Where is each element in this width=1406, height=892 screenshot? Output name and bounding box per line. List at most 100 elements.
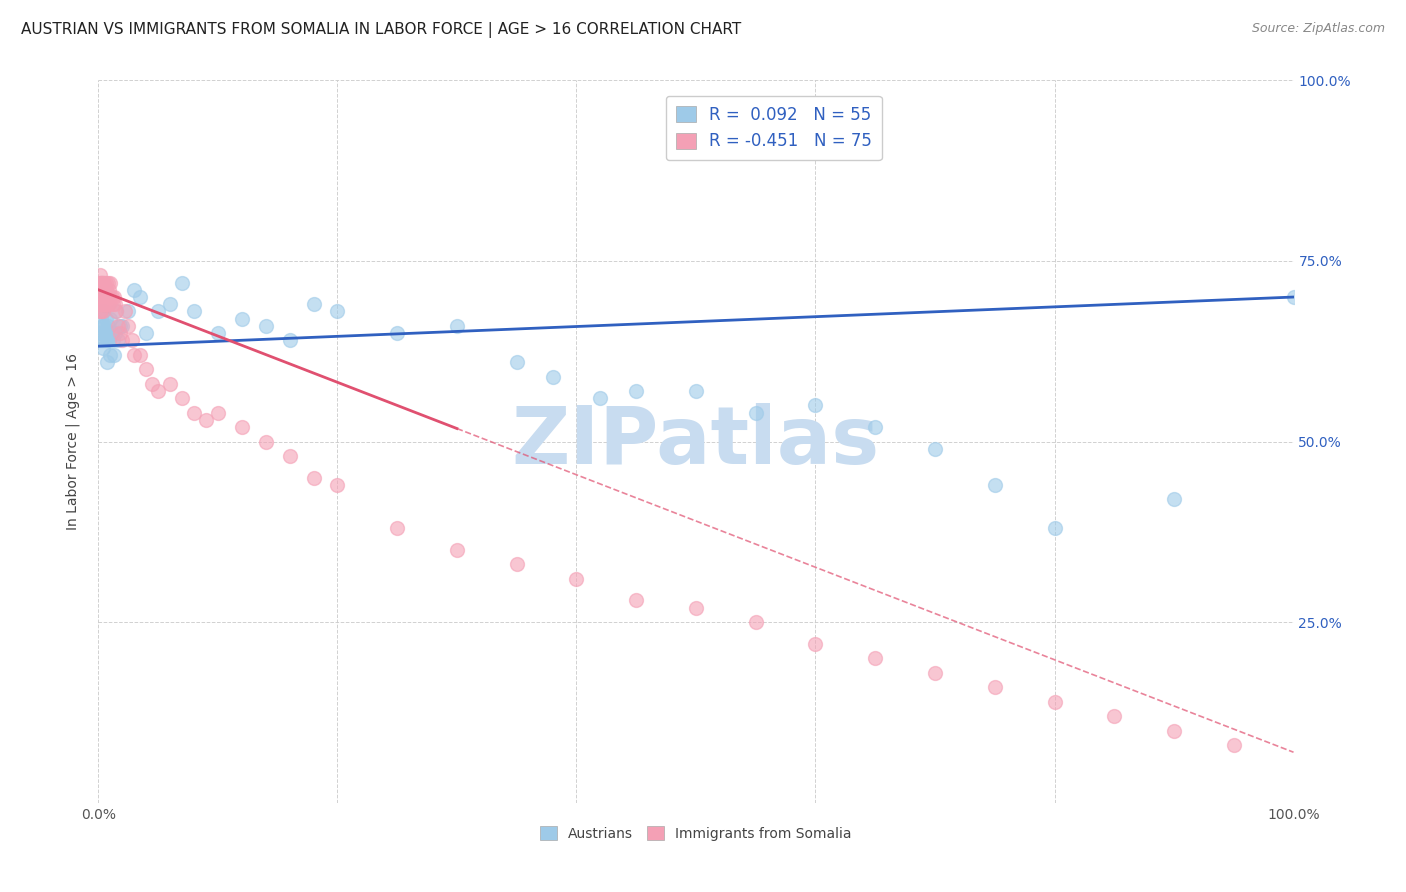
Point	[94, 276, 117, 290]
Point	[172, 391, 194, 405]
Point	[1223, 738, 1246, 752]
Point	[94, 311, 117, 326]
Point	[97, 326, 120, 340]
Point	[91, 341, 114, 355]
Point	[924, 442, 946, 456]
Point	[96, 290, 118, 304]
Text: Source: ZipAtlas.com: Source: ZipAtlas.com	[1251, 22, 1385, 36]
Point	[97, 290, 120, 304]
Point	[302, 297, 325, 311]
Point	[865, 420, 887, 434]
Point	[278, 334, 301, 348]
Text: AUSTRIAN VS IMMIGRANTS FROM SOMALIA IN LABOR FORCE | AGE > 16 CORRELATION CHART: AUSTRIAN VS IMMIGRANTS FROM SOMALIA IN L…	[21, 22, 741, 38]
Point	[98, 348, 122, 362]
Point	[865, 651, 887, 665]
Point	[90, 276, 112, 290]
Point	[129, 290, 152, 304]
Point	[89, 290, 111, 304]
Point	[172, 276, 194, 290]
Point	[183, 406, 205, 420]
Point	[385, 521, 409, 535]
Point	[254, 434, 277, 449]
Point	[94, 326, 117, 340]
Point	[89, 268, 111, 283]
Point	[96, 355, 118, 369]
Point	[91, 326, 114, 340]
Text: ZIPatlas: ZIPatlas	[512, 402, 880, 481]
Point	[90, 290, 112, 304]
Point	[91, 304, 114, 318]
Point	[183, 304, 205, 318]
Point	[91, 276, 114, 290]
Point	[103, 348, 125, 362]
Point	[91, 318, 114, 333]
Point	[231, 311, 253, 326]
Point	[91, 283, 114, 297]
Point	[326, 478, 349, 492]
Point	[1282, 290, 1305, 304]
Point	[685, 600, 707, 615]
Point	[105, 304, 128, 318]
Point	[89, 304, 111, 318]
Point	[94, 283, 117, 297]
Legend: Austrians, Immigrants from Somalia: Austrians, Immigrants from Somalia	[534, 821, 858, 847]
Point	[91, 290, 114, 304]
Point	[117, 304, 139, 318]
Point	[135, 326, 157, 340]
Point	[91, 290, 114, 304]
Point	[96, 334, 118, 348]
Point	[924, 665, 946, 680]
Point	[101, 297, 124, 311]
Point	[107, 334, 129, 348]
Point	[93, 297, 115, 311]
Point	[104, 297, 127, 311]
Point	[98, 290, 122, 304]
Point	[105, 304, 128, 318]
Point	[97, 318, 120, 333]
Point	[541, 369, 564, 384]
Point	[446, 542, 468, 557]
Point	[984, 478, 1007, 492]
Point	[506, 355, 529, 369]
Point	[804, 398, 827, 412]
Point	[108, 326, 131, 340]
Point	[90, 297, 112, 311]
Point	[135, 362, 157, 376]
Point	[745, 615, 768, 630]
Point	[96, 297, 118, 311]
Point	[111, 334, 134, 348]
Point	[565, 572, 588, 586]
Point	[159, 376, 181, 391]
Point	[100, 290, 122, 304]
Point	[90, 283, 112, 297]
Point	[89, 283, 111, 297]
Point	[93, 290, 115, 304]
Point	[89, 326, 111, 340]
Point	[124, 283, 146, 297]
Point	[1043, 695, 1066, 709]
Point	[98, 311, 122, 326]
Point	[326, 304, 349, 318]
Point	[506, 558, 529, 572]
Point	[91, 290, 114, 304]
Point	[148, 384, 170, 398]
Point	[98, 334, 121, 348]
Point	[1104, 709, 1126, 723]
Point	[90, 304, 112, 318]
Point	[626, 384, 648, 398]
Point	[148, 304, 170, 318]
Point	[207, 326, 229, 340]
Point	[745, 406, 768, 420]
Point	[98, 276, 122, 290]
Point	[804, 637, 827, 651]
Point	[90, 334, 112, 348]
Point	[117, 318, 139, 333]
Point	[103, 290, 125, 304]
Point	[93, 276, 115, 290]
Point	[589, 391, 612, 405]
Point	[91, 283, 114, 297]
Point	[91, 276, 114, 290]
Point	[121, 334, 143, 348]
Point	[91, 297, 114, 311]
Point	[104, 326, 127, 340]
